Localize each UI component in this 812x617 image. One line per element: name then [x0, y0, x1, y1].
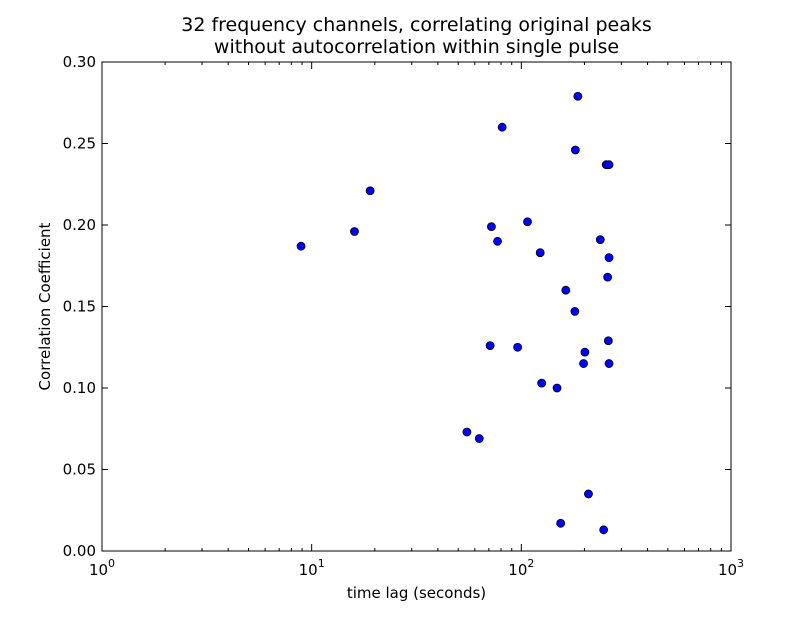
data-point	[513, 342, 523, 352]
x-tick-label: 100	[89, 557, 115, 579]
data-point	[599, 525, 609, 535]
y-tick-label: 0.20	[63, 216, 96, 234]
x-tick-exponent: 2	[527, 557, 534, 570]
y-tick-label: 0.10	[63, 379, 96, 397]
y-tick-label: 0.05	[63, 461, 96, 479]
x-tick-base: 10	[508, 561, 527, 579]
x-tick-label: 102	[508, 557, 534, 579]
plot-area	[101, 61, 732, 552]
data-points	[296, 91, 614, 535]
data-point	[603, 336, 613, 346]
data-point	[579, 359, 588, 368]
data-point	[573, 91, 583, 101]
x-tick-exponent: 0	[108, 557, 115, 570]
data-point	[365, 186, 375, 196]
y-tick-label: 0.00	[63, 542, 96, 560]
data-point	[552, 383, 562, 393]
data-point	[493, 236, 502, 246]
x-tick-base: 10	[299, 561, 318, 579]
data-point	[535, 248, 545, 258]
data-point	[603, 272, 613, 282]
data-point	[570, 306, 580, 316]
data-point	[604, 253, 614, 263]
chart-title-line: 32 frequency channels, correlating origi…	[181, 14, 652, 36]
y-tick-label: 0.30	[63, 53, 96, 71]
data-point	[487, 222, 496, 232]
chart-title-line: without autocorrelation within single pu…	[214, 36, 619, 58]
x-tick-label: 103	[718, 557, 744, 579]
data-point	[580, 347, 590, 357]
y-tick-label: 0.15	[63, 298, 96, 316]
chart-title: 32 frequency channels, correlating origi…	[181, 14, 652, 58]
data-point	[561, 285, 571, 295]
data-point	[497, 122, 507, 132]
data-point	[584, 489, 593, 499]
x-tick-exponent: 1	[318, 557, 325, 570]
data-point	[556, 518, 566, 528]
x-axis-label: time lag (seconds)	[347, 584, 486, 602]
data-point	[570, 145, 580, 155]
data-point	[523, 217, 532, 227]
data-point	[462, 427, 472, 437]
data-point	[474, 434, 484, 443]
data-point	[296, 241, 306, 251]
x-tick-base: 10	[718, 561, 737, 579]
data-point	[350, 227, 359, 236]
data-point	[604, 359, 614, 368]
data-point	[485, 341, 495, 351]
data-point	[604, 160, 614, 170]
x-tick-label: 101	[299, 557, 325, 579]
y-axis-label: Correlation Coefficient	[36, 222, 54, 390]
x-tick-exponent: 3	[737, 557, 744, 570]
x-tick-base: 10	[89, 561, 108, 579]
data-point	[595, 235, 605, 245]
data-point	[537, 378, 547, 388]
y-tick-label: 0.25	[63, 135, 96, 153]
